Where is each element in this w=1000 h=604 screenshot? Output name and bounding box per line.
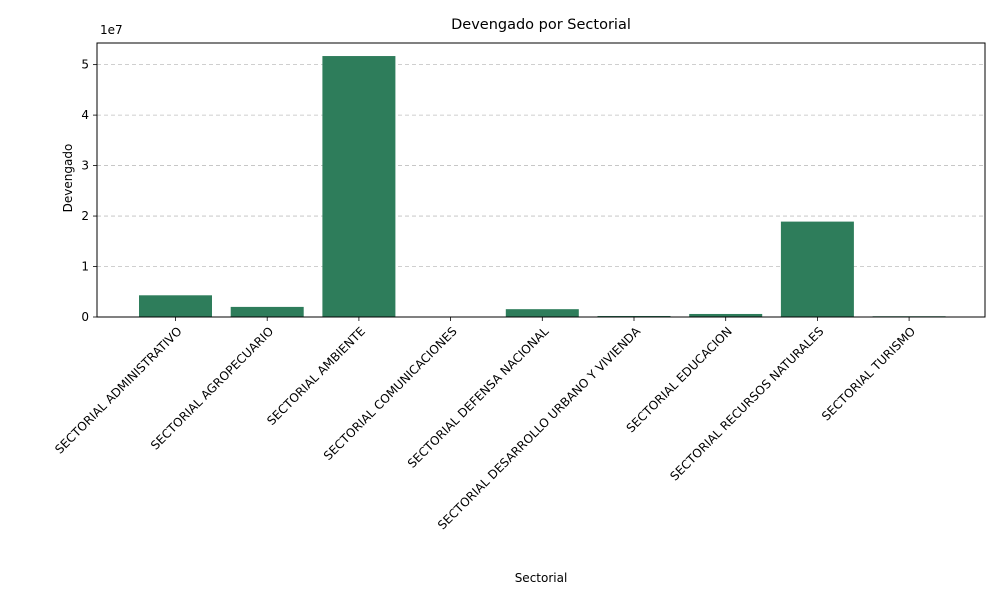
y-tick-label: 4: [81, 108, 89, 122]
bar: [689, 313, 763, 317]
y-axis-offset-label: 1e7: [100, 23, 123, 37]
bar: [230, 306, 304, 317]
bar: [597, 315, 671, 317]
y-tick-label: 5: [81, 58, 89, 72]
chart-title: Devengado por Sectorial: [451, 17, 631, 33]
y-tick-label: 0: [81, 310, 89, 324]
y-axis-label: Devengado: [61, 144, 75, 213]
bars: [139, 56, 946, 318]
x-tick-label: SECTORIAL AMBIENTE: [264, 324, 368, 428]
bar: [139, 295, 212, 317]
bar: [322, 56, 396, 318]
y-tick-label: 1: [81, 260, 89, 274]
y-tick-label: 2: [81, 209, 89, 223]
x-tick-label: SECTORIAL DESARROLLO URBANO Y VIVIENDA: [435, 324, 644, 533]
x-axis-label: Sectorial: [515, 571, 568, 585]
bar: [780, 221, 854, 317]
x-tick-label: SECTORIAL EDUCACION: [624, 324, 735, 435]
plot-frame: [96, 42, 986, 318]
x-tick-label: SECTORIAL RECURSOS NATURALES: [667, 324, 826, 483]
y-tick-label: 3: [81, 159, 89, 173]
x-tick-label: SECTORIAL TURISMO: [819, 324, 918, 423]
bar: [505, 309, 579, 317]
y-axis-ticks: 0 1 2 3 4 5: [81, 58, 97, 324]
